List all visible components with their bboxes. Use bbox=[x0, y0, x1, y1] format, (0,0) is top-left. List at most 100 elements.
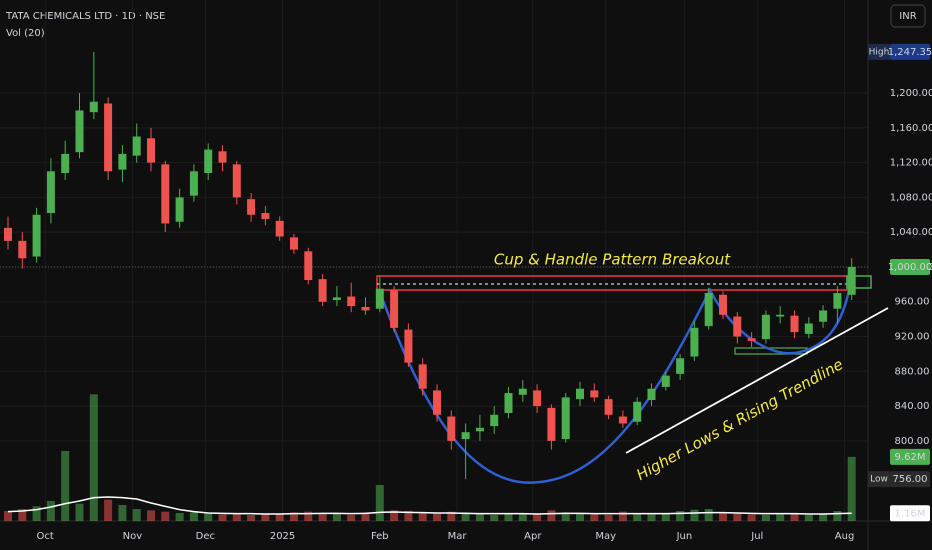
x-tick-label: Dec bbox=[196, 531, 215, 542]
volume-bar bbox=[704, 509, 713, 521]
volume-bar bbox=[132, 509, 141, 521]
symbol: TATA CHEMICALS LTD · 1D · NSE bbox=[5, 11, 165, 22]
volume-bar bbox=[118, 505, 127, 521]
volume-bar bbox=[304, 511, 313, 521]
volume-ma-value: 1.16M bbox=[895, 508, 926, 519]
candle-body bbox=[161, 164, 170, 224]
x-tick-label: Nov bbox=[123, 531, 143, 542]
candle-body bbox=[504, 393, 513, 414]
volume-bar bbox=[475, 514, 484, 521]
candle-body bbox=[547, 407, 556, 441]
volume-bar bbox=[61, 451, 70, 521]
volume-bar bbox=[633, 513, 642, 521]
high-value-bg bbox=[890, 43, 930, 60]
volume-bar bbox=[676, 511, 685, 521]
high-tag-bg bbox=[868, 43, 890, 60]
y-tick-label: 840.00 bbox=[895, 401, 930, 412]
candle-body bbox=[46, 171, 55, 214]
candle-body bbox=[332, 297, 341, 300]
volume-bar bbox=[247, 515, 256, 521]
low-tag-bg bbox=[868, 471, 890, 488]
candle-body bbox=[61, 153, 70, 174]
candle-body bbox=[661, 375, 670, 387]
volume-bar bbox=[204, 513, 213, 521]
y-tick-label: 880.00 bbox=[895, 366, 930, 377]
x-tick-label: May bbox=[595, 531, 616, 542]
y-tick-label: 1,160.00 bbox=[890, 123, 932, 134]
candle-body bbox=[361, 306, 370, 311]
candle-body bbox=[833, 293, 842, 309]
candle-body bbox=[175, 197, 184, 222]
volume-bar bbox=[418, 513, 427, 521]
volume-bar bbox=[647, 514, 656, 521]
candle-body bbox=[761, 314, 770, 340]
volume-bar bbox=[218, 514, 227, 521]
currency-button[interactable] bbox=[890, 4, 926, 28]
volume-bar bbox=[819, 514, 828, 521]
volume-bar bbox=[4, 511, 13, 521]
volume-bar bbox=[232, 513, 241, 521]
volume-bar bbox=[776, 514, 785, 521]
candle-body bbox=[618, 416, 627, 424]
x-tick-label: Apr bbox=[524, 531, 542, 542]
volume-bar bbox=[390, 510, 399, 521]
y-tick-label: 960.00 bbox=[895, 297, 930, 308]
volume-bar bbox=[761, 515, 770, 521]
low-value-bg bbox=[890, 471, 930, 488]
volume-bar bbox=[32, 506, 41, 521]
candle-body bbox=[404, 329, 413, 363]
annotation: Cup & Handle Pattern Breakout bbox=[494, 251, 731, 269]
candle-body bbox=[747, 338, 756, 341]
candle-body bbox=[132, 136, 141, 156]
candle-body bbox=[633, 401, 642, 422]
volume-bar bbox=[275, 514, 284, 521]
candle-body bbox=[32, 214, 41, 257]
candle-body bbox=[4, 227, 13, 241]
candle-body bbox=[447, 416, 456, 441]
volume-bar bbox=[718, 513, 727, 521]
volume-bar bbox=[361, 512, 370, 521]
volume-bar bbox=[318, 513, 327, 521]
volume-bar bbox=[347, 515, 356, 521]
volume-bar bbox=[104, 499, 113, 521]
candle-body bbox=[247, 199, 256, 215]
volume-bar bbox=[375, 485, 384, 521]
volume-bar bbox=[89, 394, 98, 521]
trendline bbox=[625, 307, 889, 454]
volume-bar bbox=[175, 513, 184, 521]
volume-bar bbox=[261, 513, 270, 521]
candle-body bbox=[533, 390, 542, 407]
candle-body bbox=[290, 237, 299, 250]
currency[interactable]: INR bbox=[899, 11, 916, 22]
candle-body bbox=[390, 290, 399, 328]
low-tag: Low bbox=[870, 475, 888, 485]
candle-body bbox=[261, 213, 270, 220]
cup-curve bbox=[378, 274, 854, 484]
candle-body bbox=[733, 316, 742, 337]
volume-bar bbox=[618, 511, 627, 521]
candle-body bbox=[218, 151, 227, 163]
candle-body bbox=[304, 251, 313, 280]
candle-body bbox=[518, 388, 527, 395]
volume-bar bbox=[561, 512, 570, 521]
volume-bar bbox=[690, 509, 699, 521]
candle-body bbox=[118, 153, 127, 170]
candle-body bbox=[676, 358, 685, 374]
x-tick-label: Mar bbox=[448, 531, 468, 542]
high-tag: High bbox=[869, 47, 890, 57]
candle-body bbox=[89, 101, 98, 113]
candle-body bbox=[704, 293, 713, 327]
volume-value-bg bbox=[890, 448, 930, 465]
low-value: 756.00 bbox=[893, 474, 928, 485]
y-tick-label: 1,120.00 bbox=[890, 158, 932, 169]
volume-value: 9.62M bbox=[895, 452, 926, 463]
y-tick-label: 920.00 bbox=[895, 332, 930, 343]
candle-body bbox=[475, 427, 484, 432]
volume-ma-value-bg bbox=[890, 505, 930, 522]
candle-body bbox=[576, 388, 585, 400]
x-tick-label: Jul bbox=[750, 531, 763, 542]
high-value: 1,247.35 bbox=[888, 47, 932, 58]
volume-bar bbox=[490, 515, 499, 521]
